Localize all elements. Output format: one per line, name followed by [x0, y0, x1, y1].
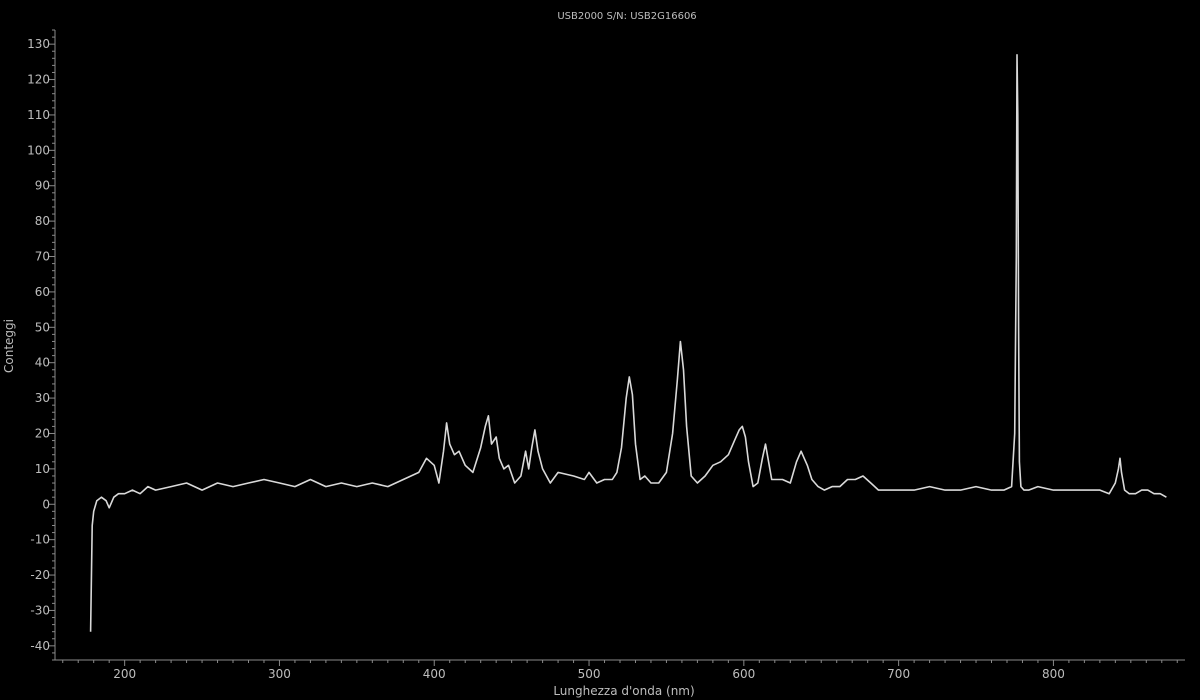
- x-tick-label: 600: [732, 667, 755, 681]
- x-tick-label: 400: [423, 667, 446, 681]
- spectrum-series-line: [89, 53, 1167, 632]
- y-tick-label: 40: [35, 356, 50, 370]
- x-axis-label: Lunghezza d'onda (nm): [553, 684, 694, 698]
- y-tick-label: 30: [35, 391, 50, 405]
- y-tick-label: -40: [30, 639, 50, 653]
- y-axis-label: Conteggi: [2, 319, 16, 373]
- x-tick-label: 700: [887, 667, 910, 681]
- x-tick-label: 800: [1042, 667, 1065, 681]
- y-axis-ticks: -40 -30 -20 -10 0 10 20 30 40 50 60 70 80 90 100 110 120…: [27, 29, 55, 661]
- x-tick-label: 300: [268, 667, 291, 681]
- y-tick-label: 120: [27, 73, 50, 87]
- y-tick-label: 20: [35, 426, 50, 440]
- y-tick-label: 70: [35, 250, 50, 264]
- y-tick-label: 100: [27, 143, 50, 157]
- x-tick-label: 500: [578, 667, 601, 681]
- y-tick-label: -10: [30, 533, 50, 547]
- y-tick-label: 90: [35, 179, 50, 193]
- y-tick-label: 130: [27, 37, 50, 51]
- y-tick-label: -30: [30, 603, 50, 617]
- x-axis-ticks: 200 300 400 500 600 700 800: [62, 660, 1178, 681]
- y-tick-label: 0: [42, 497, 50, 511]
- y-tick-label: 80: [35, 214, 50, 228]
- y-tick-label: 10: [35, 462, 50, 476]
- chart-title: USB2000 S/N: USB2G16606: [557, 11, 696, 22]
- y-tick-label: -20: [30, 568, 50, 582]
- x-tick-label: 200: [113, 667, 136, 681]
- y-tick-label: 50: [35, 320, 50, 334]
- y-tick-label: 60: [35, 285, 50, 299]
- y-tick-label: 110: [27, 108, 50, 122]
- plot-area: [89, 53, 1167, 632]
